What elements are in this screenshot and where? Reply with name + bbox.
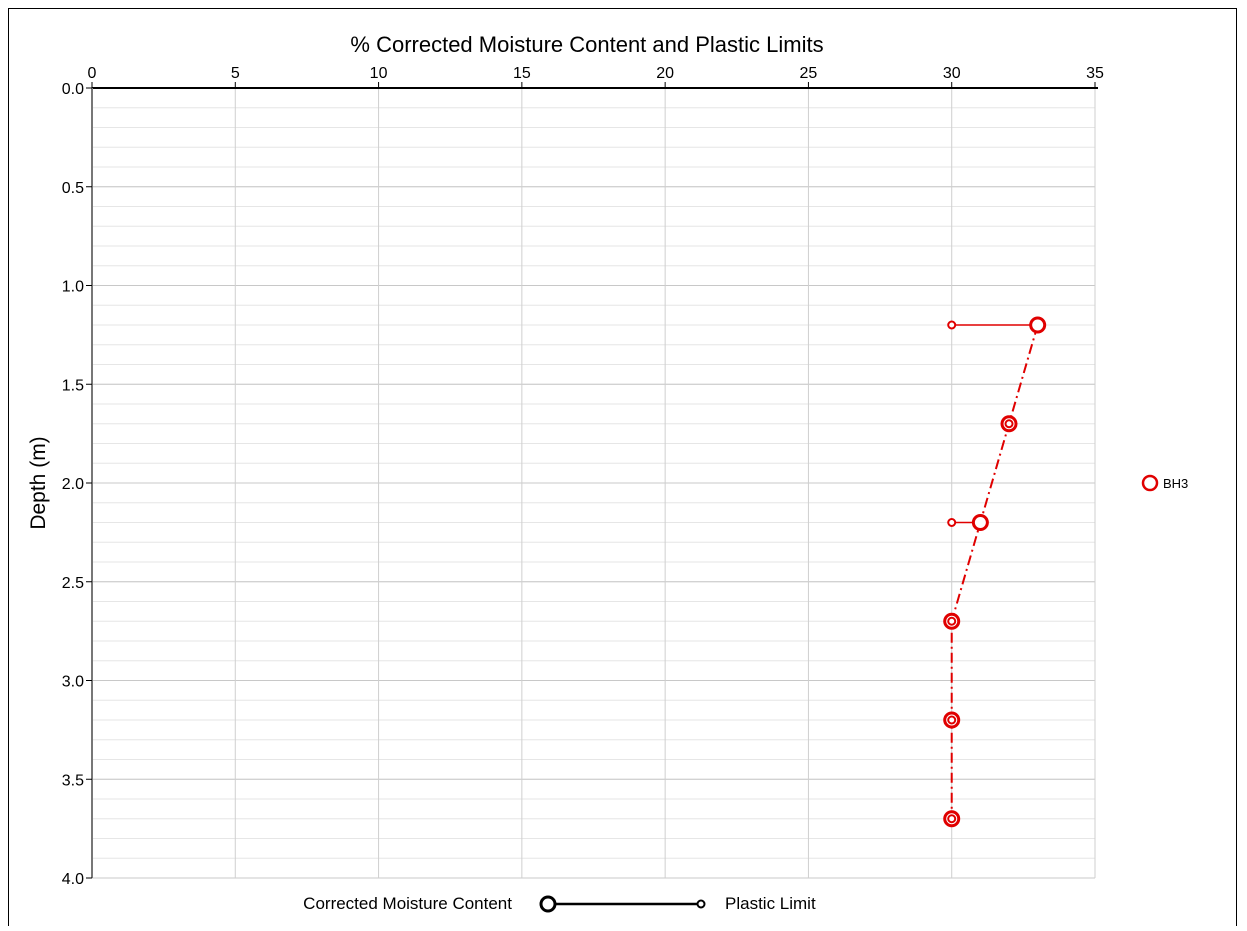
x-tick-label: 30	[943, 65, 961, 82]
frame-border	[8, 8, 1237, 926]
y-axis-label: Depth (m)	[27, 436, 50, 529]
y-tick-label: 3.5	[62, 772, 84, 789]
moisture-trend-line	[950, 324, 1039, 819]
legend-marker	[1141, 474, 1159, 492]
key-moisture-marker	[539, 895, 557, 913]
y-tick-label: 4.0	[62, 871, 84, 888]
plastic-limit-point	[947, 715, 957, 725]
x-tick-label: 5	[231, 65, 240, 82]
y-tick-label: 0.0	[62, 81, 84, 98]
plastic-limit-point	[947, 616, 957, 626]
key-plastic-label: Plastic Limit	[725, 894, 816, 913]
plastic-limit-point	[1004, 419, 1014, 429]
key-moisture-label: Corrected Moisture Content	[303, 894, 512, 913]
plastic-limit-point	[947, 320, 957, 330]
x-tick-labels: 0 5 10 15 20 25 30 35	[88, 65, 1104, 88]
y-tick-label: 1.0	[62, 279, 84, 296]
y-tick-label: 0.5	[62, 180, 84, 197]
series-layer	[943, 316, 1047, 828]
moisture-point	[1029, 316, 1047, 334]
x-tick-label: 20	[656, 65, 674, 82]
key-plastic-marker	[696, 899, 706, 909]
y-tick-label: 1.5	[62, 377, 84, 394]
moisture-point	[971, 514, 989, 531]
y-tick-label: 3.0	[62, 674, 84, 691]
key-legend: Corrected Moisture Content Plastic Limit	[303, 894, 816, 913]
plastic-limit-point	[947, 814, 957, 824]
y-tick-labels: 0.0 0.5 1.0 1.5 2.0 2.5 3.0 3.5 4.0	[62, 81, 92, 888]
legend-label: BH3	[1163, 476, 1188, 491]
y-tick-label: 2.0	[62, 476, 84, 493]
x-tick-label: 35	[1086, 65, 1104, 82]
legend: BH3	[1141, 474, 1188, 492]
x-tick-label: 0	[88, 65, 97, 82]
plastic-limit-point	[947, 518, 957, 527]
x-tick-label: 25	[800, 65, 818, 82]
y-tick-label: 2.5	[62, 575, 84, 592]
chart-title: % Corrected Moisture Content and Plastic…	[350, 32, 823, 57]
x-tick-label: 15	[513, 65, 531, 82]
x-tick-label: 10	[370, 65, 388, 82]
